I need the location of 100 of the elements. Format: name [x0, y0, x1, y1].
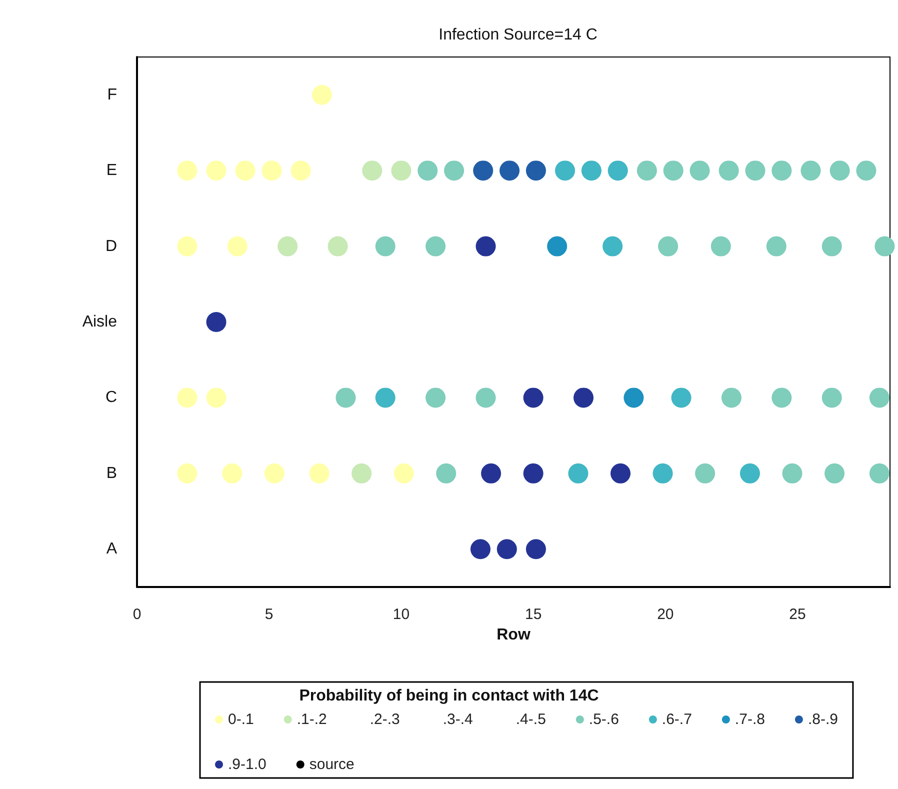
point	[426, 388, 446, 408]
text: .4-.5	[516, 711, 546, 728]
point	[470, 539, 490, 560]
point	[352, 463, 372, 484]
point	[526, 160, 546, 181]
y-tick-label: A	[106, 540, 118, 558]
y-tick-label: Aisle	[82, 314, 118, 330]
point	[782, 463, 802, 484]
point	[496, 539, 517, 560]
point	[772, 160, 792, 181]
point	[658, 236, 678, 256]
point	[476, 388, 496, 408]
point	[822, 388, 842, 408]
point	[602, 236, 623, 256]
legend-label: .5-.6	[588, 711, 619, 728]
point	[436, 463, 456, 484]
point	[874, 236, 895, 256]
point	[568, 463, 588, 484]
legend-label: source	[309, 756, 354, 773]
point	[690, 160, 710, 181]
y-tick-label: B	[106, 464, 117, 482]
point	[206, 388, 226, 408]
point	[177, 388, 198, 408]
point	[772, 388, 792, 408]
point	[481, 463, 502, 484]
point	[671, 388, 692, 408]
point	[262, 160, 282, 181]
point	[624, 388, 644, 408]
point	[526, 539, 546, 560]
point	[766, 236, 786, 256]
point	[822, 236, 842, 256]
point	[652, 463, 673, 484]
text: .2-.3	[370, 711, 400, 728]
point	[830, 160, 850, 181]
point	[391, 160, 412, 181]
point	[695, 463, 716, 484]
point	[608, 160, 628, 181]
point	[177, 236, 198, 256]
x-tick-label: 20	[657, 606, 674, 623]
point	[856, 160, 876, 181]
point	[721, 388, 742, 408]
point	[227, 236, 248, 256]
point	[523, 463, 544, 484]
point	[362, 160, 382, 181]
point	[555, 160, 576, 181]
point	[869, 463, 890, 484]
point	[206, 312, 226, 332]
point	[663, 160, 684, 181]
point	[473, 160, 494, 181]
point	[375, 236, 396, 256]
point	[745, 160, 766, 181]
legend-label: .8-.9	[808, 711, 838, 728]
point	[235, 160, 256, 181]
legend-label: 0-.1	[228, 711, 254, 728]
point	[610, 463, 631, 484]
x-tick-label: 5	[264, 606, 274, 623]
point	[824, 463, 845, 484]
x-tick-label: 15	[524, 606, 542, 623]
legend-label: .1-.2	[296, 711, 327, 728]
point	[800, 160, 821, 181]
point	[426, 236, 446, 256]
legend-title: Probability of being in contact with 14C	[299, 688, 600, 704]
point	[309, 463, 330, 484]
point	[718, 160, 739, 181]
point	[547, 236, 568, 256]
y-tick-label: E	[106, 162, 117, 180]
point	[177, 463, 198, 484]
point	[278, 236, 298, 256]
point	[336, 388, 356, 408]
x-tick-label: 25	[789, 606, 806, 623]
point	[444, 160, 464, 181]
point	[290, 160, 311, 181]
point	[710, 236, 731, 256]
point	[476, 236, 496, 256]
legend-label: .9-1.0	[228, 756, 266, 773]
point	[177, 160, 198, 181]
x-tick-label: 10	[392, 606, 410, 623]
y-tick-label: F	[107, 86, 118, 104]
point	[523, 388, 544, 408]
point	[869, 388, 890, 408]
point	[500, 160, 520, 181]
point	[264, 463, 284, 484]
x-tick-label: 0	[132, 606, 142, 623]
legend-label: .7-.8	[734, 711, 765, 728]
point	[581, 160, 602, 181]
point	[394, 463, 414, 484]
text: .3-.4	[442, 711, 473, 728]
y-tick-label: C	[105, 389, 117, 406]
point	[312, 84, 332, 105]
point	[375, 388, 396, 408]
y-tick-label: D	[105, 238, 117, 255]
point	[222, 463, 242, 484]
legend-label: .6-.7	[662, 711, 692, 728]
chart-title: Infection Source=14 C	[438, 26, 598, 44]
x-axis-title: Row	[496, 626, 531, 644]
point	[206, 160, 226, 181]
point	[418, 160, 438, 181]
point	[328, 236, 348, 256]
point	[740, 463, 760, 484]
point	[636, 160, 657, 181]
